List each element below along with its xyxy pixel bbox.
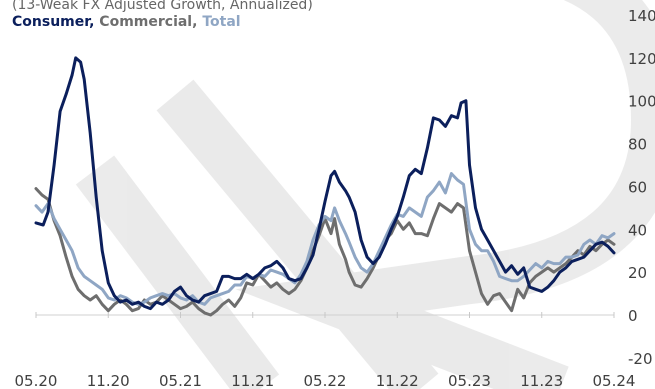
x-axis-ticks [35, 312, 615, 318]
legend-title-part: Consumer [12, 14, 91, 30]
legend-title-part: Total [202, 14, 240, 30]
legend-title: Consumer, Commercial, Total [12, 14, 241, 30]
y-tick-label: 40 [628, 221, 647, 239]
chart-subtitle: (13-Weak FX Adjusted Growth, Annualized) [12, 0, 313, 13]
y-tick-label: 0 [628, 307, 638, 325]
legend-title-part: , [192, 14, 202, 30]
y-axis-labels: -20 0 20 40 60 80 100 120 140 [628, 7, 655, 368]
x-tick-label: 11.20 [87, 372, 130, 389]
y-tick-label: 60 [628, 178, 647, 196]
y-tick-label: 100 [628, 93, 655, 111]
watermark-logo [75, 0, 655, 389]
x-tick-label: 05.23 [448, 372, 491, 389]
series-line-commercial [34, 187, 616, 317]
x-tick-label: 11.21 [231, 372, 274, 389]
x-axis-labels: 05.20 11.20 05.21 11.21 05.22 11.22 05.23 11.23… [15, 372, 636, 389]
x-tick-label: 05.22 [304, 372, 347, 389]
x-tick-label: 05.21 [159, 372, 202, 389]
series-line-consumer [34, 56, 616, 311]
x-tick-label: 05.20 [15, 372, 58, 389]
y-tick-label: 140 [628, 7, 655, 25]
x-tick-label: 11.22 [376, 372, 419, 389]
legend-title-part: Commercial [99, 14, 192, 30]
x-tick-label: 05.24 [593, 372, 636, 389]
y-tick-label: 120 [628, 50, 655, 68]
y-tick-label: 80 [628, 136, 647, 154]
y-tick-label: 20 [628, 264, 647, 282]
x-tick-label: 11.23 [520, 372, 563, 389]
legend-title-part: , [89, 14, 99, 30]
series-lines [34, 56, 616, 317]
y-tick-label: -20 [628, 350, 653, 368]
